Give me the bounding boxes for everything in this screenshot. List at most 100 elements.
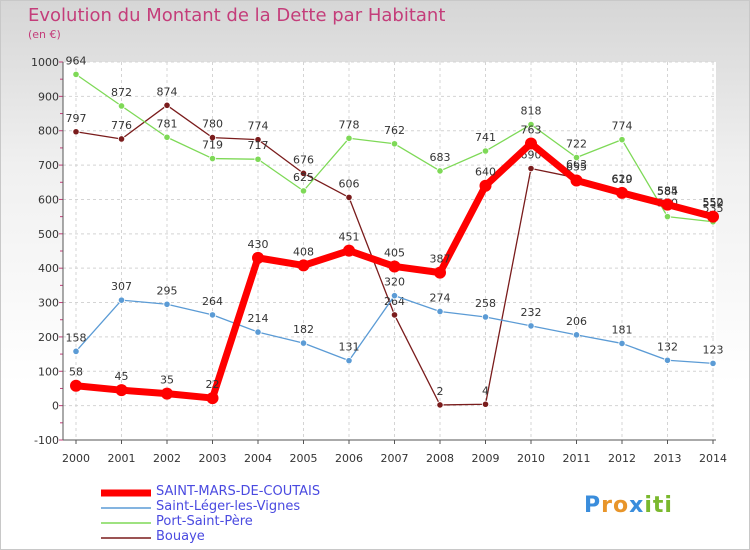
data-point [527,120,535,129]
data-label: 585 [657,185,678,198]
data-point [481,313,490,321]
data-label: 264 [202,295,223,308]
y-tick-label: 300 [38,297,59,310]
x-tick-label: 2011 [563,452,591,465]
data-point [663,213,672,221]
data-point [616,186,628,199]
data-label: 606 [339,177,360,190]
data-point [299,169,308,177]
data-point [208,311,217,319]
x-tick-label: 2007 [381,452,409,465]
data-point [115,384,128,397]
y-tick-label: 600 [38,193,59,206]
data-label: 717 [248,139,269,152]
data-label: 778 [339,118,360,131]
data-label: 874 [157,85,178,98]
data-point [481,147,490,155]
data-point [345,357,353,365]
x-tick-label: 2002 [153,452,181,465]
data-label: 719 [202,139,223,152]
data-label: 295 [157,284,178,297]
data-label: 58 [69,366,83,379]
data-point [117,135,126,143]
data-label: 232 [521,306,542,319]
data-label: 584 [657,185,678,198]
y-tick-label: 800 [38,125,59,138]
data-point [72,70,80,78]
data-label: 214 [248,312,269,325]
data-label: 762 [384,124,405,137]
data-label: 552 [703,196,724,209]
data-label: 640 [475,166,496,179]
data-label: 741 [475,131,496,144]
data-point [70,379,82,392]
x-tick-label: 2004 [244,452,272,465]
data-label: 274 [430,291,451,304]
data-label: 387 [430,253,451,266]
data-point [707,210,719,223]
data-label: 132 [657,340,678,353]
data-label: 774 [248,120,269,133]
x-tick-label: 2014 [699,452,727,465]
legend-item-label: SAINT-MARS-DE-COUTAIS [156,484,321,499]
data-point [527,322,535,330]
data-label: 722 [566,138,587,151]
data-point [163,300,171,308]
y-tick-label: 1000 [31,56,59,69]
data-label: 780 [202,118,223,131]
x-tick-label: 2006 [335,452,363,465]
data-label: 182 [293,323,314,336]
data-point [208,134,217,142]
plot-area [63,62,716,440]
data-point [618,339,626,348]
data-label: 655 [566,161,587,174]
y-tick-label: 400 [38,262,59,275]
data-label: 776 [111,119,132,132]
data-label: 550 [703,197,724,210]
data-label: 451 [339,231,360,244]
data-point [72,347,80,355]
data-label: 22 [206,378,220,391]
data-point [525,137,537,150]
data-point [572,153,581,162]
data-point [297,259,310,272]
x-tick-label: 2010 [517,452,545,465]
data-point [163,101,171,109]
data-label: 625 [293,171,314,184]
data-point [345,193,353,201]
data-label: 663 [566,158,587,171]
data-label: 763 [521,123,542,136]
data-point [72,128,80,136]
data-point [527,164,535,173]
data-label: 320 [384,276,405,289]
data-label: 123 [703,343,724,356]
data-point [252,251,264,264]
data-point [117,296,126,304]
data-label: 781 [157,117,178,130]
data-label: 158 [66,331,87,344]
y-tick-label: 100 [38,365,59,378]
x-tick-label: 2013 [654,452,682,465]
data-label: 872 [111,86,132,99]
data-point [709,359,717,367]
data-point [436,401,444,409]
data-label: 964 [66,54,87,67]
data-point [345,134,353,142]
data-point [436,307,444,316]
data-label: 307 [111,280,132,293]
data-label: 774 [612,120,633,133]
x-tick-label: 2001 [108,452,136,465]
data-point [254,155,262,163]
data-point [208,154,217,163]
x-tick-label: 2012 [608,452,636,465]
series-saint-l-ger-les-vignes: 158 307 295 264 214 182 131 320 274 258 232 206 181 1… [66,276,724,367]
data-label: 181 [612,323,633,336]
legend-item-label: Bouaye [156,529,205,544]
data-point [434,266,446,279]
data-point [117,102,126,110]
data-point [481,400,490,408]
y-tick-label: 900 [38,90,59,103]
data-point [390,311,399,319]
